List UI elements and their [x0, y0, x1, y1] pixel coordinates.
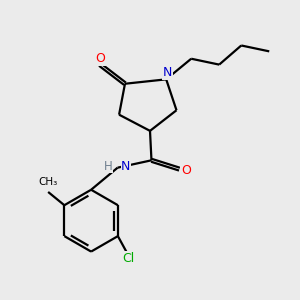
Text: N: N	[163, 66, 172, 80]
Text: N: N	[121, 160, 130, 173]
Text: CH₃: CH₃	[38, 177, 58, 187]
Text: O: O	[181, 164, 191, 177]
Text: O: O	[95, 52, 105, 64]
Text: Cl: Cl	[122, 252, 134, 265]
Text: H: H	[103, 160, 112, 173]
